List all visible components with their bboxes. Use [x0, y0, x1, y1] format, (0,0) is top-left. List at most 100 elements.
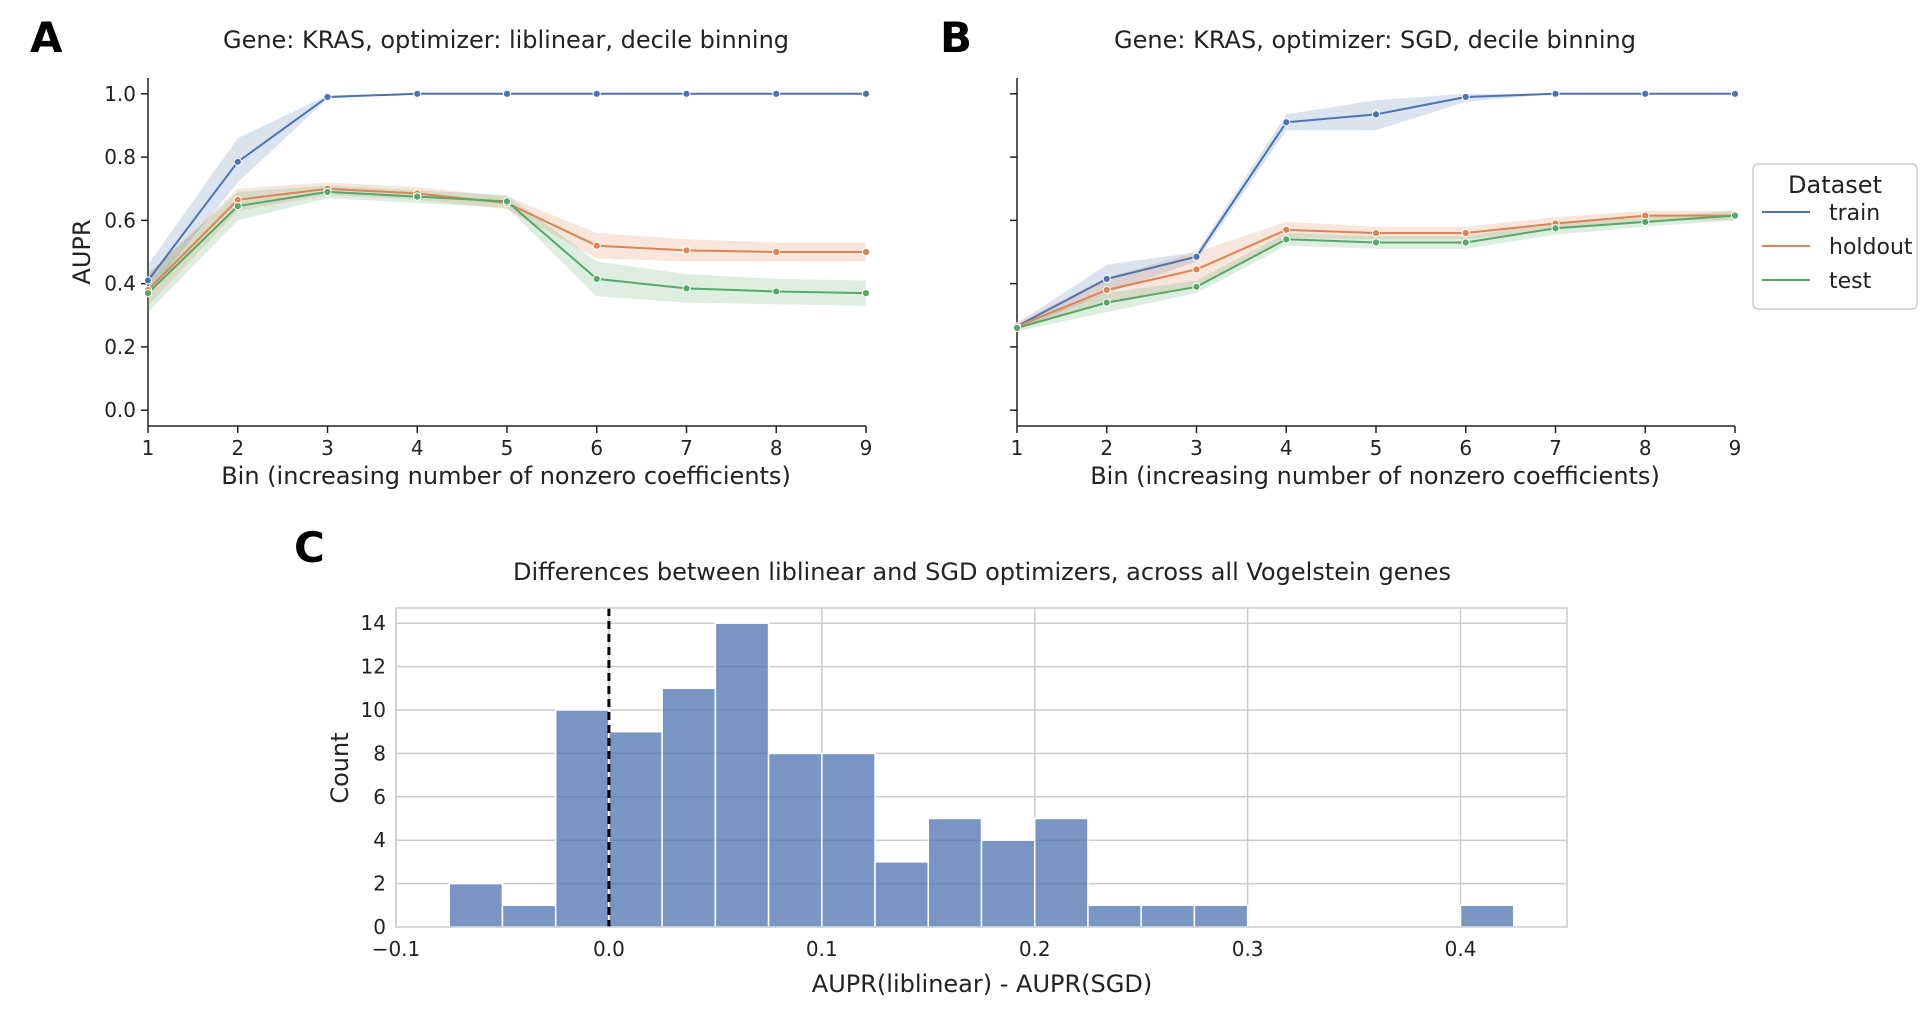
data-point-test: [861, 289, 871, 298]
x-tick-label: 7: [1549, 436, 1562, 460]
panel-label-b: B: [940, 13, 972, 62]
y-tick-label: 0.8: [104, 145, 136, 169]
series-points-a: [143, 89, 871, 298]
y-tick-label: 0.6: [104, 208, 136, 232]
histogram-bar: [608, 730, 663, 928]
histogram-bar: [1140, 904, 1196, 928]
y-tick-label: 0.4: [104, 272, 136, 296]
data-point-test: [592, 274, 601, 283]
data-point-test: [1551, 224, 1560, 233]
data-point-train: [592, 89, 601, 98]
x-tick-label: 0.2: [1019, 937, 1051, 961]
x-tick-label: 7: [680, 436, 693, 460]
y-tick-label: 10: [361, 698, 386, 722]
y-tick-label: 2: [373, 872, 386, 896]
x-tick-label: 0.1: [806, 937, 838, 961]
histogram-bar: [821, 752, 876, 928]
ci-band-test: [148, 185, 866, 313]
y-tick-label: 0.0: [104, 398, 136, 422]
data-point-holdout: [1461, 228, 1470, 238]
data-point-holdout: [772, 247, 781, 257]
data-point-test: [1730, 211, 1740, 220]
data-point-train: [1730, 89, 1740, 98]
data-point-train: [233, 157, 242, 166]
data-point-test: [413, 192, 422, 201]
ci-bands-b: [1017, 93, 1735, 332]
x-axis-label-c: AUPR(liblinear) - AUPR(SGD): [812, 970, 1152, 998]
x-tick-label: 3: [1190, 436, 1203, 460]
x-tick-label: 4: [411, 436, 424, 460]
y-tick-label: 1.0: [104, 82, 136, 106]
data-point-test: [682, 284, 691, 293]
histogram-bar: [1033, 817, 1089, 928]
x-tick-label: 3: [321, 436, 334, 460]
y-tick-label: 8: [373, 741, 386, 765]
legend-label-train: train: [1829, 201, 1880, 226]
histogram-bar: [980, 839, 1036, 928]
x-tick-label: −0.1: [372, 937, 421, 961]
data-point-test: [1641, 217, 1650, 227]
data-point-train: [1282, 118, 1291, 127]
chart-title-b: Gene: KRAS, optimizer: SGD, decile binni…: [1114, 26, 1636, 54]
y-tick-label: 0.2: [104, 335, 136, 359]
data-point-train: [143, 276, 153, 285]
data-point-holdout: [1371, 228, 1381, 238]
legend-entries: train holdout test: [1762, 201, 1913, 294]
data-point-holdout: [861, 247, 871, 257]
y-tick-label: 6: [373, 785, 386, 809]
chart-panel-c: Differences between liblinear and SGD op…: [326, 558, 1568, 998]
data-point-test: [1012, 323, 1022, 333]
histogram-bar: [1459, 904, 1515, 928]
x-tick-label: 1: [1011, 436, 1024, 460]
ci-bands-a: [148, 93, 866, 313]
histogram-bar: [1087, 904, 1142, 928]
chart-title-c: Differences between liblinear and SGD op…: [513, 558, 1451, 586]
data-point-test: [1192, 282, 1201, 291]
data-point-test: [233, 202, 242, 211]
histogram-bar: [714, 622, 770, 928]
data-point-train: [413, 89, 422, 98]
data-point-train: [1192, 252, 1201, 261]
x-tick-label: 9: [1729, 436, 1742, 460]
y-tick-label: 12: [361, 655, 386, 679]
data-point-test: [772, 287, 781, 296]
data-point-test: [1282, 235, 1291, 244]
data-point-train: [772, 89, 781, 98]
data-point-holdout: [1282, 225, 1291, 234]
chart-panel-b: Gene: KRAS, optimizer: SGD, decile binni…: [1010, 26, 1741, 490]
histogram-bar: [501, 904, 557, 928]
axes-c: 0 2 4 6 8 10 12 14 −0.1 0.0 0.1 0.2 0.3 0.4: [361, 607, 1568, 961]
data-point-train: [682, 89, 691, 98]
y-axis-label-a: AUPR: [68, 219, 96, 284]
axes-b: 1 2 3 4 5 6 7 8 9: [1010, 78, 1741, 460]
histogram-bar: [448, 882, 504, 928]
x-tick-label: 9: [860, 436, 873, 460]
histogram-bars: [448, 622, 1515, 928]
panel-label-c: C: [294, 523, 325, 572]
histogram-bar: [767, 752, 823, 928]
x-tick-label: 8: [1639, 436, 1652, 460]
chart-panel-a: Gene: KRAS, optimizer: liblinear, decile…: [68, 26, 872, 490]
y-tick-label: 0: [373, 915, 386, 939]
series-points-b: [1012, 89, 1740, 333]
data-point-train: [502, 89, 512, 98]
ci-band-holdout: [148, 182, 866, 306]
x-tick-label: 8: [770, 436, 783, 460]
x-tick-label: 5: [501, 436, 514, 460]
data-point-test: [502, 197, 512, 206]
legend-frame: [1752, 163, 1918, 310]
legend-label-test: test: [1829, 269, 1872, 294]
data-point-train: [1371, 110, 1381, 119]
data-point-test: [1461, 238, 1470, 247]
x-axis-label-b: Bin (increasing number of nonzero coeffi…: [1090, 462, 1660, 490]
legend-label-holdout: holdout: [1829, 235, 1913, 260]
data-point-holdout: [682, 246, 691, 255]
ci-band-test: [1017, 210, 1735, 332]
axes-a: 0.0 0.2 0.4 0.6 0.8 1.0 1 2 3 4 5 6 7 8 9: [104, 78, 872, 460]
data-point-train: [1551, 89, 1560, 98]
chart-title-a: Gene: KRAS, optimizer: liblinear, decile…: [223, 26, 789, 54]
data-point-test: [1102, 298, 1111, 307]
data-point-holdout: [1192, 265, 1201, 274]
data-point-test: [1371, 238, 1381, 247]
